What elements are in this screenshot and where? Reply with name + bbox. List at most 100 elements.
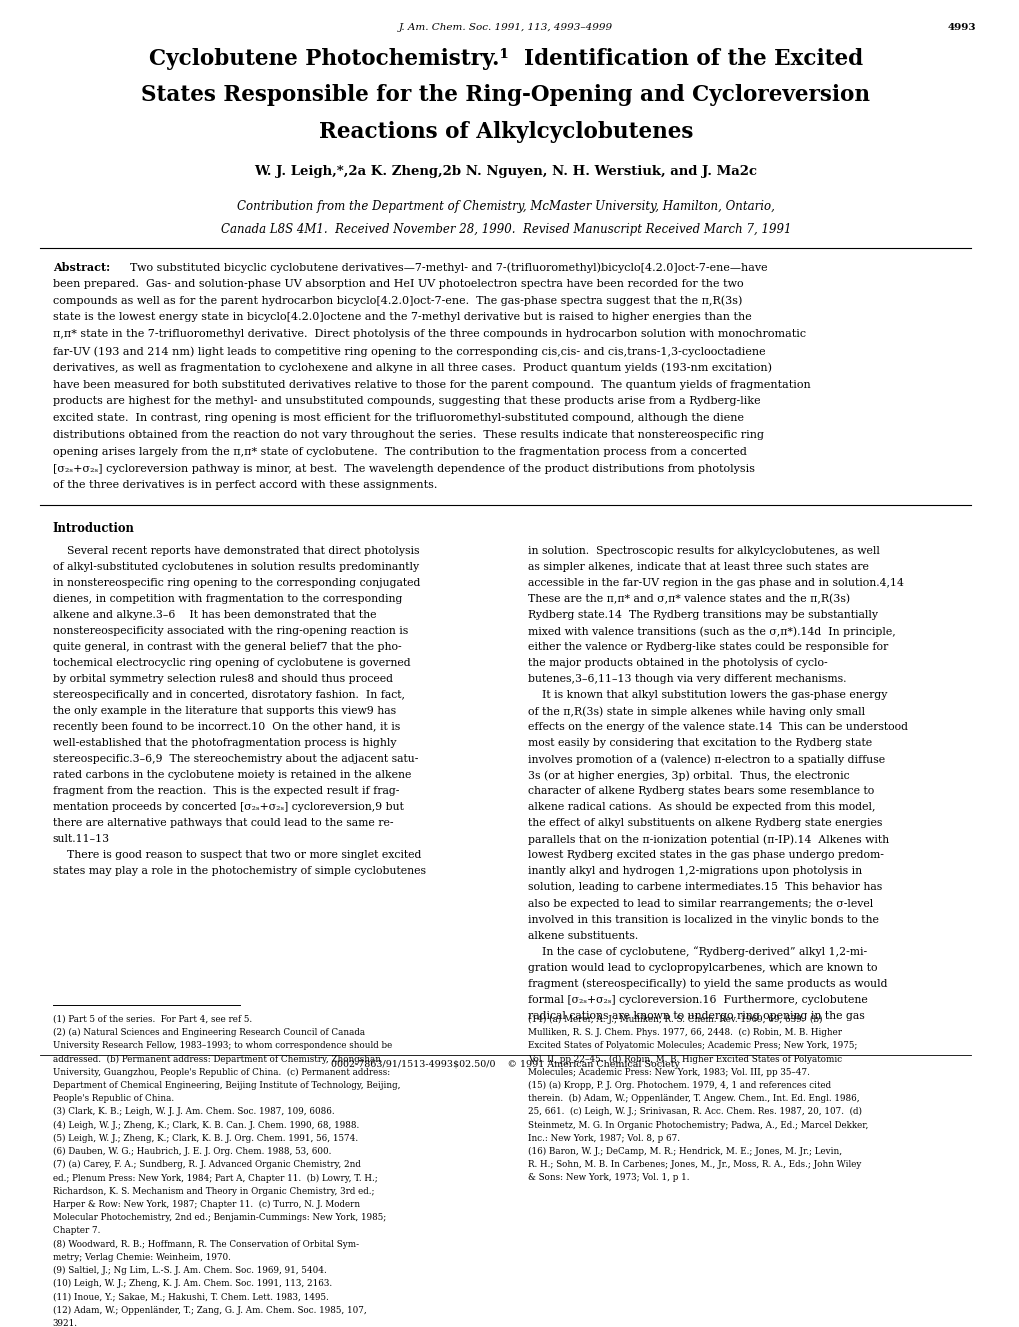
Text: Two substituted bicyclic cyclobutene derivatives—7-methyl- and 7-(trifluoromethy: Two substituted bicyclic cyclobutene der… — [123, 263, 767, 272]
Text: University Research Fellow, 1983–1993; to whom correspondence should be: University Research Fellow, 1983–1993; t… — [53, 1042, 391, 1050]
Text: Several recent reports have demonstrated that direct photolysis: Several recent reports have demonstrated… — [53, 545, 419, 556]
Text: compounds as well as for the parent hydrocarbon bicyclo[4.2.0]oct-7-ene.  The ga: compounds as well as for the parent hydr… — [53, 296, 741, 307]
Text: nonstereospecificity associated with the ring-opening reaction is: nonstereospecificity associated with the… — [53, 626, 408, 636]
Text: solution, leading to carbene intermediates.15  This behavior has: solution, leading to carbene intermediat… — [528, 882, 881, 893]
Text: 0002-7863/91/1513-4993$02.50/0    © 1991 American Chemical Society: 0002-7863/91/1513-4993$02.50/0 © 1991 Am… — [331, 1060, 680, 1070]
Text: been prepared.  Gas- and solution-phase UV absorption and HeI UV photoelectron s: been prepared. Gas- and solution-phase U… — [53, 279, 743, 289]
Text: far-UV (193 and 214 nm) light leads to competitive ring opening to the correspon: far-UV (193 and 214 nm) light leads to c… — [53, 346, 764, 357]
Text: & Sons: New York, 1973; Vol. 1, p 1.: & Sons: New York, 1973; Vol. 1, p 1. — [528, 1173, 689, 1182]
Text: (2) (a) Natural Sciences and Engineering Research Council of Canada: (2) (a) Natural Sciences and Engineering… — [53, 1028, 365, 1038]
Text: of the three derivatives is in perfect accord with these assignments.: of the three derivatives is in perfect a… — [53, 480, 436, 491]
Text: (11) Inoue, Y.; Sakae, M.; Hakushi, T. Chem. Lett. 1983, 1495.: (11) Inoue, Y.; Sakae, M.; Hakushi, T. C… — [53, 1292, 328, 1302]
Text: 25, 661.  (c) Leigh, W. J.; Srinivasan, R. Acc. Chem. Res. 1987, 20, 107.  (d): 25, 661. (c) Leigh, W. J.; Srinivasan, R… — [528, 1107, 861, 1116]
Text: parallels that on the π-ionization potential (π-IP).14  Alkenes with: parallels that on the π-ionization poten… — [528, 835, 889, 845]
Text: Cyclobutene Photochemistry.¹  Identification of the Excited: Cyclobutene Photochemistry.¹ Identificat… — [149, 48, 862, 69]
Text: People's Republic of China.: People's Republic of China. — [53, 1095, 173, 1103]
Text: (7) (a) Carey, F. A.; Sundberg, R. J. Advanced Organic Chemistry, 2nd: (7) (a) Carey, F. A.; Sundberg, R. J. Ad… — [53, 1160, 360, 1169]
Text: gration would lead to cyclopropylcarbenes, which are known to: gration would lead to cyclopropylcarbene… — [528, 962, 876, 973]
Text: have been measured for both substituted derivatives relative to those for the pa: have been measured for both substituted … — [53, 380, 809, 390]
Text: University, Guangzhou, People's Republic of China.  (c) Permanent address:: University, Guangzhou, People's Republic… — [53, 1068, 389, 1076]
Text: J. Am. Chem. Soc. 1991, 113, 4993–4999: J. Am. Chem. Soc. 1991, 113, 4993–4999 — [398, 23, 612, 32]
Text: quite general, in contrast with the general belief7 that the pho-: quite general, in contrast with the gene… — [53, 642, 400, 652]
Text: also be expected to lead to similar rearrangements; the σ-level: also be expected to lead to similar rear… — [528, 898, 872, 909]
Text: [σ₂ₛ+σ₂ₛ] cycloreversion pathway is minor, at best.  The wavelength dependence o: [σ₂ₛ+σ₂ₛ] cycloreversion pathway is mino… — [53, 463, 754, 474]
Text: Chapter 7.: Chapter 7. — [53, 1226, 100, 1235]
Text: (6) Dauben, W. G.; Haubrich, J. E. J. Org. Chem. 1988, 53, 600.: (6) Dauben, W. G.; Haubrich, J. E. J. Or… — [53, 1147, 330, 1156]
Text: 4993: 4993 — [947, 23, 975, 32]
Text: recently been found to be incorrect.10  On the other hand, it is: recently been found to be incorrect.10 O… — [53, 722, 399, 733]
Text: ed.; Plenum Press: New York, 1984; Part A, Chapter 11.  (b) Lowry, T. H.;: ed.; Plenum Press: New York, 1984; Part … — [53, 1173, 377, 1182]
Text: Introduction: Introduction — [53, 522, 135, 535]
Text: R. H.; Sohn, M. B. In Carbenes; Jones, M., Jr., Moss, R. A., Eds.; John Wiley: R. H.; Sohn, M. B. In Carbenes; Jones, M… — [528, 1160, 861, 1169]
Text: excited state.  In contrast, ring opening is most efficient for the trifluoromet: excited state. In contrast, ring opening… — [53, 413, 743, 423]
Text: Richardson, K. S. Mechanism and Theory in Organic Chemistry, 3rd ed.;: Richardson, K. S. Mechanism and Theory i… — [53, 1186, 374, 1196]
Text: formal [σ₂ₛ+σ₂ₛ] cycloreversion.16  Furthermore, cyclobutene: formal [σ₂ₛ+σ₂ₛ] cycloreversion.16 Furth… — [528, 995, 867, 1005]
Text: addressed.  (b) Permanent address: Department of Chemistry, Zhongshan: addressed. (b) Permanent address: Depart… — [53, 1055, 380, 1064]
Text: distributions obtained from the reaction do not vary throughout the series.  The: distributions obtained from the reaction… — [53, 430, 763, 441]
Text: Canada L8S 4M1.  Received November 28, 1990.  Revised Manuscript Received March : Canada L8S 4M1. Received November 28, 19… — [220, 223, 791, 236]
Text: (4) Leigh, W. J.; Zheng, K.; Clark, K. B. Can. J. Chem. 1990, 68, 1988.: (4) Leigh, W. J.; Zheng, K.; Clark, K. B… — [53, 1120, 359, 1129]
Text: stereospecific.3–6,9  The stereochemistry about the adjacent satu-: stereospecific.3–6,9 The stereochemistry… — [53, 754, 418, 764]
Text: Department of Chemical Engineering, Beijing Institute of Technology, Beijing,: Department of Chemical Engineering, Beij… — [53, 1082, 399, 1089]
Text: as simpler alkenes, indicate that at least three such states are: as simpler alkenes, indicate that at lea… — [528, 561, 868, 572]
Text: Inc.: New York, 1987; Vol. 8, p 67.: Inc.: New York, 1987; Vol. 8, p 67. — [528, 1133, 680, 1143]
Text: rated carbons in the cyclobutene moiety is retained in the alkene: rated carbons in the cyclobutene moiety … — [53, 770, 411, 780]
Text: products are highest for the methyl- and unsubstituted compounds, suggesting tha: products are highest for the methyl- and… — [53, 397, 759, 406]
Text: (1) Part 5 of the series.  For Part 4, see ref 5.: (1) Part 5 of the series. For Part 4, se… — [53, 1015, 252, 1024]
Text: of the π,R(3s) state in simple alkenes while having only small: of the π,R(3s) state in simple alkenes w… — [528, 706, 864, 717]
Text: fragment from the reaction.  This is the expected result if frag-: fragment from the reaction. This is the … — [53, 787, 398, 796]
Text: Steinmetz, M. G. In Organic Photochemistry; Padwa, A., Ed.; Marcel Dekker,: Steinmetz, M. G. In Organic Photochemist… — [528, 1120, 867, 1129]
Text: (5) Leigh, W. J.; Zheng, K.; Clark, K. B. J. Org. Chem. 1991, 56, 1574.: (5) Leigh, W. J.; Zheng, K.; Clark, K. B… — [53, 1133, 358, 1143]
Text: of alkyl-substituted cyclobutenes in solution results predominantly: of alkyl-substituted cyclobutenes in sol… — [53, 561, 419, 572]
Text: the only example in the literature that supports this view9 has: the only example in the literature that … — [53, 706, 395, 717]
Text: tochemical electrocyclic ring opening of cyclobutene is governed: tochemical electrocyclic ring opening of… — [53, 658, 410, 667]
Text: well-established that the photofragmentation process is highly: well-established that the photofragmenta… — [53, 738, 395, 748]
Text: inantly alkyl and hydrogen 1,2-migrations upon photolysis in: inantly alkyl and hydrogen 1,2-migration… — [528, 867, 861, 876]
Text: Harper & Row: New York, 1987; Chapter 11.  (c) Turro, N. J. Modern: Harper & Row: New York, 1987; Chapter 11… — [53, 1200, 360, 1209]
Text: 3s (or at higher energies, 3p) orbital.  Thus, the electronic: 3s (or at higher energies, 3p) orbital. … — [528, 770, 849, 780]
Text: sult.11–13: sult.11–13 — [53, 835, 110, 844]
Text: In the case of cyclobutene, “Rydberg-derived” alkyl 1,2-mi-: In the case of cyclobutene, “Rydberg-der… — [528, 946, 866, 957]
Text: the major products obtained in the photolysis of cyclo-: the major products obtained in the photo… — [528, 658, 826, 667]
Text: Reactions of Alkylcyclobutenes: Reactions of Alkylcyclobutenes — [318, 121, 692, 143]
Text: (14) (a) Merer, A. J.; Mulliken, R. S. Chem. Rev. 1969, 69, 639.  (b): (14) (a) Merer, A. J.; Mulliken, R. S. C… — [528, 1015, 821, 1024]
Text: Abstract:: Abstract: — [53, 263, 110, 273]
Text: (16) Baron, W. J.; DeCamp, M. R.; Hendrick, M. E.; Jones, M. Jr.; Levin,: (16) Baron, W. J.; DeCamp, M. R.; Hendri… — [528, 1147, 842, 1156]
Text: accessible in the far-UV region in the gas phase and in solution.4,14: accessible in the far-UV region in the g… — [528, 579, 903, 588]
Text: fragment (stereospecifically) to yield the same products as would: fragment (stereospecifically) to yield t… — [528, 978, 887, 989]
Text: Contribution from the Department of Chemistry, McMaster University, Hamilton, On: Contribution from the Department of Chem… — [236, 200, 774, 214]
Text: states may play a role in the photochemistry of simple cyclobutenes: states may play a role in the photochemi… — [53, 867, 425, 876]
Text: opening arises largely from the π,π* state of cyclobutene.  The contribution to : opening arises largely from the π,π* sta… — [53, 447, 746, 456]
Text: by orbital symmetry selection rules8 and should thus proceed: by orbital symmetry selection rules8 and… — [53, 674, 392, 685]
Text: Mulliken, R. S. J. Chem. Phys. 1977, 66, 2448.  (c) Robin, M. B. Higher: Mulliken, R. S. J. Chem. Phys. 1977, 66,… — [528, 1028, 842, 1038]
Text: radical cations are known to undergo ring opening in the gas: radical cations are known to undergo rin… — [528, 1011, 864, 1020]
Text: in nonstereospecific ring opening to the corresponding conjugated: in nonstereospecific ring opening to the… — [53, 579, 420, 588]
Text: Molecular Photochemistry, 2nd ed.; Benjamin-Cummings: New York, 1985;: Molecular Photochemistry, 2nd ed.; Benja… — [53, 1213, 385, 1222]
Text: (12) Adam, W.; Oppenländer, T.; Zang, G. J. Am. Chem. Soc. 1985, 107,: (12) Adam, W.; Oppenländer, T.; Zang, G.… — [53, 1306, 366, 1315]
Text: It is known that alkyl substitution lowers the gas-phase energy: It is known that alkyl substitution lowe… — [528, 690, 887, 701]
Text: (3) Clark, K. B.; Leigh, W. J. J. Am. Chem. Soc. 1987, 109, 6086.: (3) Clark, K. B.; Leigh, W. J. J. Am. Ch… — [53, 1107, 334, 1116]
Text: (10) Leigh, W. J.; Zheng, K. J. Am. Chem. Soc. 1991, 113, 2163.: (10) Leigh, W. J.; Zheng, K. J. Am. Chem… — [53, 1279, 331, 1289]
Text: (9) Saltiel, J.; Ng Lim, L.-S. J. Am. Chem. Soc. 1969, 91, 5404.: (9) Saltiel, J.; Ng Lim, L.-S. J. Am. Ch… — [53, 1266, 326, 1275]
Text: character of alkene Rydberg states bears some resemblance to: character of alkene Rydberg states bears… — [528, 787, 873, 796]
Text: These are the π,π* and σ,π* valence states and the π,R(3s): These are the π,π* and σ,π* valence stat… — [528, 594, 850, 604]
Text: lowest Rydberg excited states in the gas phase undergo predom-: lowest Rydberg excited states in the gas… — [528, 851, 883, 860]
Text: state is the lowest energy state in bicyclo[4.2.0]octene and the 7-methyl deriva: state is the lowest energy state in bicy… — [53, 312, 751, 322]
Text: most easily by considering that excitation to the Rydberg state: most easily by considering that excitati… — [528, 738, 871, 748]
Text: Molecules; Academic Press: New York, 1983; Vol. III, pp 35–47.: Molecules; Academic Press: New York, 198… — [528, 1068, 809, 1076]
Text: π,π* state in the 7-trifluoromethyl derivative.  Direct photolysis of the three : π,π* state in the 7-trifluoromethyl deri… — [53, 329, 805, 340]
Text: Rydberg state.14  The Rydberg transitions may be substantially: Rydberg state.14 The Rydberg transitions… — [528, 610, 877, 620]
Text: the effect of alkyl substituents on alkene Rydberg state energies: the effect of alkyl substituents on alke… — [528, 819, 881, 828]
Text: Vol. II, pp 22–45.  (d) Robin, M. B. Higher Excited States of Polyatomic: Vol. II, pp 22–45. (d) Robin, M. B. High… — [528, 1055, 842, 1064]
Text: Excited States of Polyatomic Molecules; Academic Press; New York, 1975;: Excited States of Polyatomic Molecules; … — [528, 1042, 857, 1050]
Text: W. J. Leigh,*,2a K. Zheng,2b N. Nguyen, N. H. Werstiuk, and J. Ma2c: W. J. Leigh,*,2a K. Zheng,2b N. Nguyen, … — [254, 165, 756, 178]
Text: mentation proceeds by concerted [σ₂ₛ+σ₂ₛ] cycloreversion,9 but: mentation proceeds by concerted [σ₂ₛ+σ₂ₛ… — [53, 803, 404, 812]
Text: in solution.  Spectroscopic results for alkylcyclobutenes, as well: in solution. Spectroscopic results for a… — [528, 545, 879, 556]
Text: effects on the energy of the valence state.14  This can be understood: effects on the energy of the valence sta… — [528, 722, 907, 733]
Text: metry; Verlag Chemie: Weinheim, 1970.: metry; Verlag Chemie: Weinheim, 1970. — [53, 1253, 230, 1262]
Text: alkene and alkyne.3–6    It has been demonstrated that the: alkene and alkyne.3–6 It has been demons… — [53, 610, 376, 620]
Text: 3921.: 3921. — [53, 1319, 77, 1327]
Text: (15) (a) Kropp, P. J. Org. Photochem. 1979, 4, 1 and references cited: (15) (a) Kropp, P. J. Org. Photochem. 19… — [528, 1082, 830, 1089]
Text: therein.  (b) Adam, W.; Oppenländer, T. Angew. Chem., Int. Ed. Engl. 1986,: therein. (b) Adam, W.; Oppenländer, T. A… — [528, 1095, 859, 1103]
Text: dienes, in competition with fragmentation to the corresponding: dienes, in competition with fragmentatio… — [53, 594, 401, 604]
